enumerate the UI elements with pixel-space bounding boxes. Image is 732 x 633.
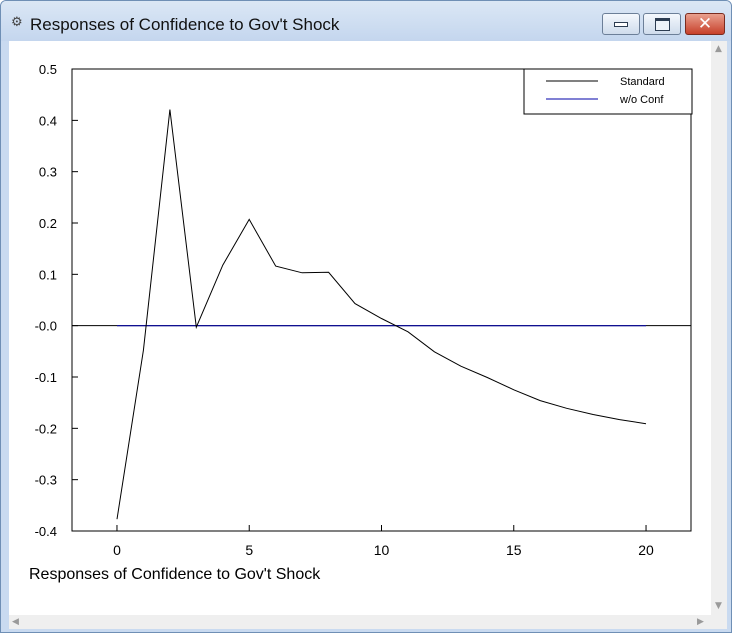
y-tick-label: 0.5 bbox=[39, 62, 57, 77]
horizontal-scrollbar[interactable]: ◀ ▶ bbox=[9, 615, 711, 629]
x-tick-label: 5 bbox=[245, 542, 253, 558]
y-tick-label: 0.1 bbox=[39, 267, 57, 282]
chart-caption: Responses of Confidence to Gov't Shock bbox=[29, 566, 321, 583]
scroll-up-icon[interactable]: ▲ bbox=[715, 44, 722, 54]
maximize-icon bbox=[644, 14, 680, 34]
close-button[interactable]: ✕ bbox=[685, 13, 725, 35]
impulse-response-chart: 0.5 0.4 0.3 0.2 0.1 -0.0 -0.1 -0.2 -0.3 -0.4 0 5 10 1… bbox=[29, 62, 693, 583]
plot-frame bbox=[71, 68, 692, 532]
close-icon: ✕ bbox=[697, 13, 713, 34]
x-tick-label: 0 bbox=[113, 542, 121, 558]
title-bar[interactable]: ⚙ Responses of Confidence to Gov't Shock… bbox=[1, 1, 731, 41]
y-tick-label: -0.3 bbox=[35, 473, 57, 488]
legend-label: w/o Conf bbox=[619, 94, 664, 106]
scroll-right-icon[interactable]: ▶ bbox=[697, 617, 704, 627]
maximize-button[interactable] bbox=[643, 13, 681, 35]
y-tick-label: -0.1 bbox=[35, 370, 57, 385]
resize-grip[interactable] bbox=[711, 615, 727, 629]
series-line-standard bbox=[116, 109, 647, 520]
minimize-button[interactable] bbox=[602, 13, 640, 35]
y-tick-label: -0.0 bbox=[35, 319, 57, 334]
legend-label: Standard bbox=[620, 76, 665, 88]
y-tick-label: 0.3 bbox=[39, 165, 57, 180]
x-tick-label: 15 bbox=[506, 542, 522, 558]
scroll-left-icon[interactable]: ◀ bbox=[12, 617, 19, 627]
minimize-icon bbox=[603, 14, 639, 34]
y-tick-label: -0.4 bbox=[35, 524, 57, 539]
vertical-scrollbar[interactable]: ▲ ▼ bbox=[711, 41, 727, 615]
y-tick-label: -0.2 bbox=[35, 421, 57, 436]
app-icon[interactable]: ⚙ bbox=[11, 15, 23, 30]
graph-area: 0.5 0.4 0.3 0.2 0.1 -0.0 -0.1 -0.2 -0.3 -0.4 0 5 10 1… bbox=[9, 41, 711, 615]
y-tick-label: 0.2 bbox=[39, 216, 57, 231]
y-tick-label: 0.4 bbox=[39, 113, 57, 128]
window-title: Responses of Confidence to Gov't Shock bbox=[30, 15, 340, 34]
scroll-down-icon[interactable]: ▼ bbox=[715, 601, 722, 611]
x-tick-label: 10 bbox=[374, 542, 390, 558]
legend-box bbox=[523, 68, 693, 115]
x-tick-label: 20 bbox=[638, 542, 654, 558]
